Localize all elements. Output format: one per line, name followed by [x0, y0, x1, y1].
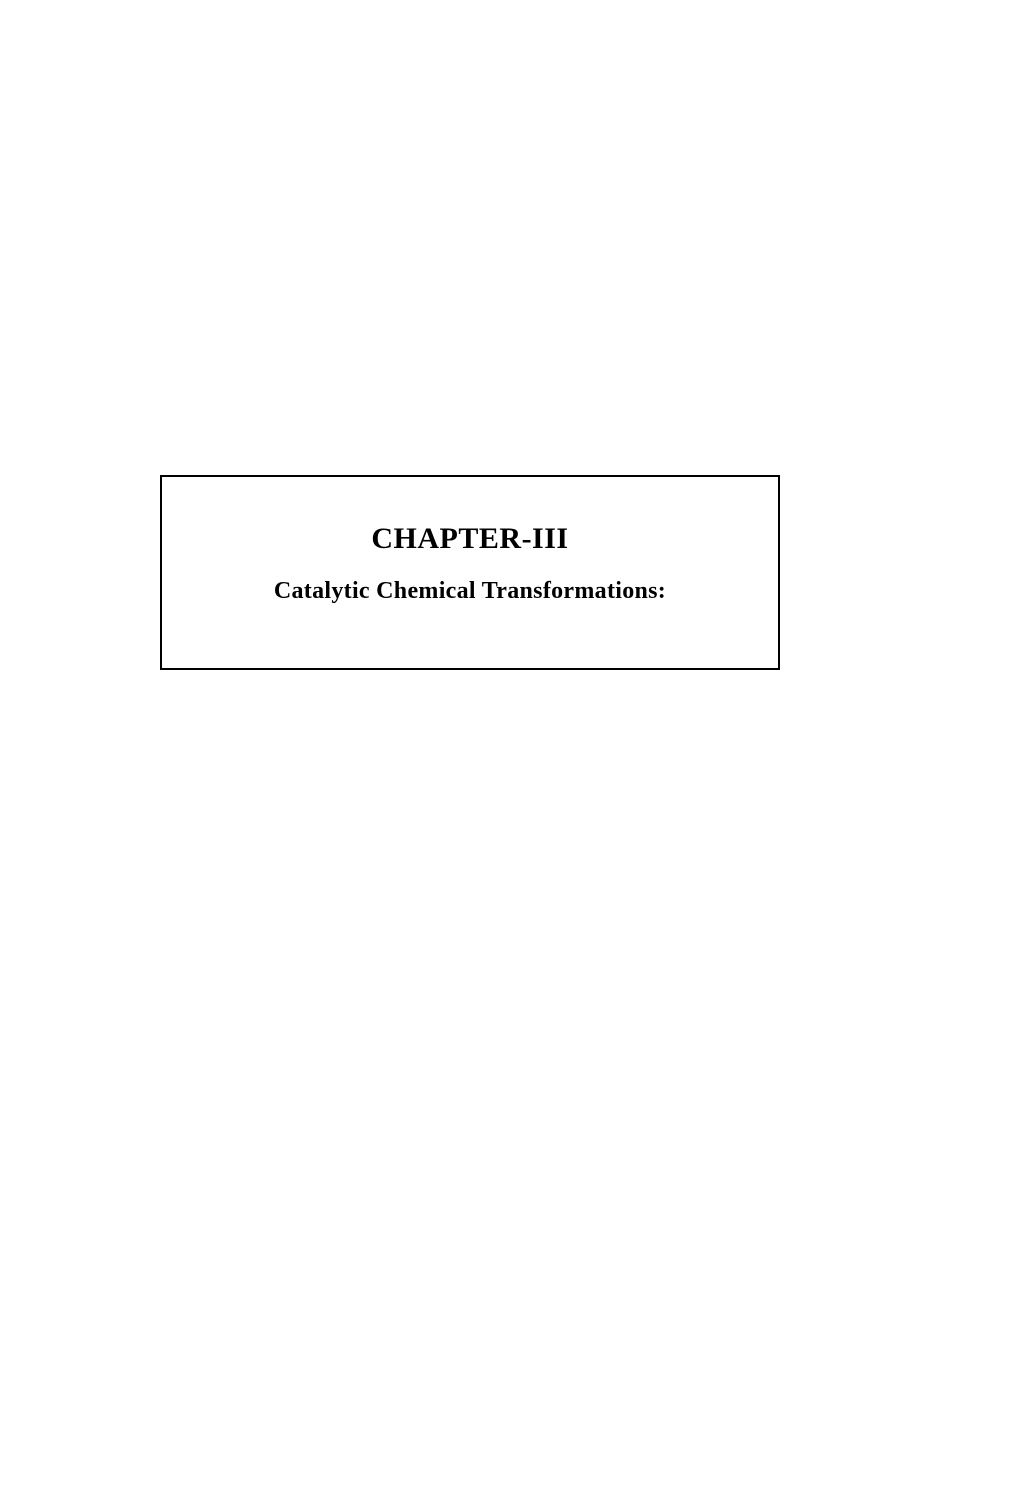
document-page: CHAPTER-III Catalytic Chemical Transform… [0, 0, 1020, 1501]
chapter-subtitle: Catalytic Chemical Transformations: [274, 578, 666, 605]
chapter-title-box: CHAPTER-III Catalytic Chemical Transform… [160, 475, 780, 670]
chapter-title: CHAPTER-III [371, 522, 568, 556]
